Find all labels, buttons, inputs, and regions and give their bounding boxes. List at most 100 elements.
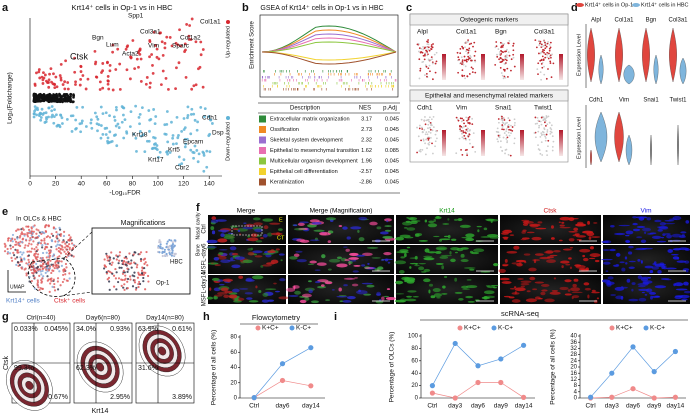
dot bbox=[152, 135, 155, 139]
cell bbox=[404, 236, 414, 239]
dot bbox=[42, 275, 45, 278]
gene-label: Cbr2 bbox=[175, 165, 189, 172]
cell bbox=[521, 230, 526, 234]
dot bbox=[547, 115, 550, 118]
dot bbox=[133, 67, 137, 71]
cell bbox=[515, 259, 527, 263]
dot bbox=[513, 142, 516, 145]
dot bbox=[427, 138, 430, 141]
cell bbox=[534, 281, 545, 284]
dot bbox=[425, 138, 428, 141]
cell bbox=[589, 253, 601, 258]
dot bbox=[549, 62, 552, 64]
dot bbox=[183, 137, 187, 141]
cell bbox=[267, 250, 276, 254]
cell bbox=[427, 223, 438, 228]
dot bbox=[48, 256, 51, 259]
dot bbox=[37, 229, 40, 232]
cell bbox=[476, 225, 482, 228]
dot bbox=[142, 133, 145, 137]
cell bbox=[444, 275, 448, 279]
violin bbox=[653, 54, 659, 85]
dot bbox=[55, 113, 58, 117]
dot bbox=[460, 120, 463, 123]
cell bbox=[252, 250, 263, 254]
dot bbox=[32, 115, 36, 119]
cell bbox=[262, 234, 268, 238]
dot bbox=[147, 109, 151, 112]
cell bbox=[218, 252, 224, 256]
dot bbox=[43, 232, 46, 235]
cell bbox=[424, 219, 428, 223]
dot bbox=[68, 248, 71, 251]
cell bbox=[395, 280, 404, 285]
dot bbox=[65, 256, 68, 259]
dot bbox=[202, 153, 206, 157]
dot bbox=[542, 59, 545, 62]
dot bbox=[505, 138, 508, 140]
cell bbox=[242, 259, 253, 264]
dot bbox=[139, 259, 143, 263]
cell bbox=[572, 283, 577, 288]
y-label: Enrichment Score bbox=[250, 20, 256, 68]
cell bbox=[674, 282, 684, 287]
dot bbox=[65, 248, 68, 251]
dot bbox=[189, 112, 193, 116]
y-tick-label: 60 bbox=[230, 350, 237, 356]
gene-label: Epcam bbox=[183, 139, 203, 146]
dot bbox=[189, 148, 193, 152]
dot bbox=[46, 81, 49, 85]
dot bbox=[48, 290, 51, 293]
dot bbox=[160, 40, 164, 44]
cell bbox=[211, 216, 217, 221]
cell bbox=[311, 221, 322, 225]
y-label: Percentage of OLCs (%) bbox=[389, 332, 396, 403]
dot bbox=[21, 240, 24, 244]
dot bbox=[39, 242, 43, 245]
cell bbox=[511, 299, 521, 303]
cell bbox=[387, 261, 391, 264]
dot bbox=[186, 105, 190, 109]
dot bbox=[424, 123, 427, 126]
dot bbox=[428, 126, 431, 129]
dot bbox=[188, 24, 192, 27]
dot bbox=[540, 141, 543, 144]
dot bbox=[421, 148, 424, 151]
y-tick-label: 40 bbox=[230, 365, 237, 371]
dot bbox=[41, 251, 45, 255]
cell bbox=[345, 248, 350, 252]
dot bbox=[129, 275, 132, 278]
table-cell: Keratinization bbox=[270, 179, 304, 185]
dot bbox=[42, 111, 46, 115]
dot bbox=[16, 237, 19, 240]
dot bbox=[461, 117, 464, 120]
cell bbox=[278, 253, 285, 256]
cell bbox=[678, 247, 689, 251]
dot bbox=[435, 137, 438, 140]
dot bbox=[142, 280, 145, 283]
dot bbox=[428, 64, 431, 67]
dot bbox=[432, 126, 435, 129]
dot bbox=[154, 115, 158, 118]
dot bbox=[543, 133, 545, 136]
dot bbox=[64, 246, 67, 249]
dot bbox=[455, 152, 458, 155]
cell bbox=[529, 276, 536, 281]
dot bbox=[503, 62, 506, 65]
cell bbox=[648, 291, 657, 295]
dot bbox=[155, 47, 159, 51]
dot bbox=[467, 51, 470, 54]
dot bbox=[428, 137, 430, 140]
cell bbox=[660, 277, 670, 281]
dot bbox=[534, 39, 537, 42]
cell bbox=[483, 296, 490, 300]
legend-label: Krt14⁺ cells in HBC bbox=[641, 1, 689, 8]
dot bbox=[429, 128, 432, 131]
cell bbox=[503, 237, 508, 240]
cell bbox=[435, 262, 444, 265]
cell bbox=[321, 254, 326, 259]
cell bbox=[672, 215, 682, 221]
violin bbox=[615, 27, 623, 83]
dot bbox=[418, 127, 421, 130]
cell bbox=[213, 257, 220, 261]
